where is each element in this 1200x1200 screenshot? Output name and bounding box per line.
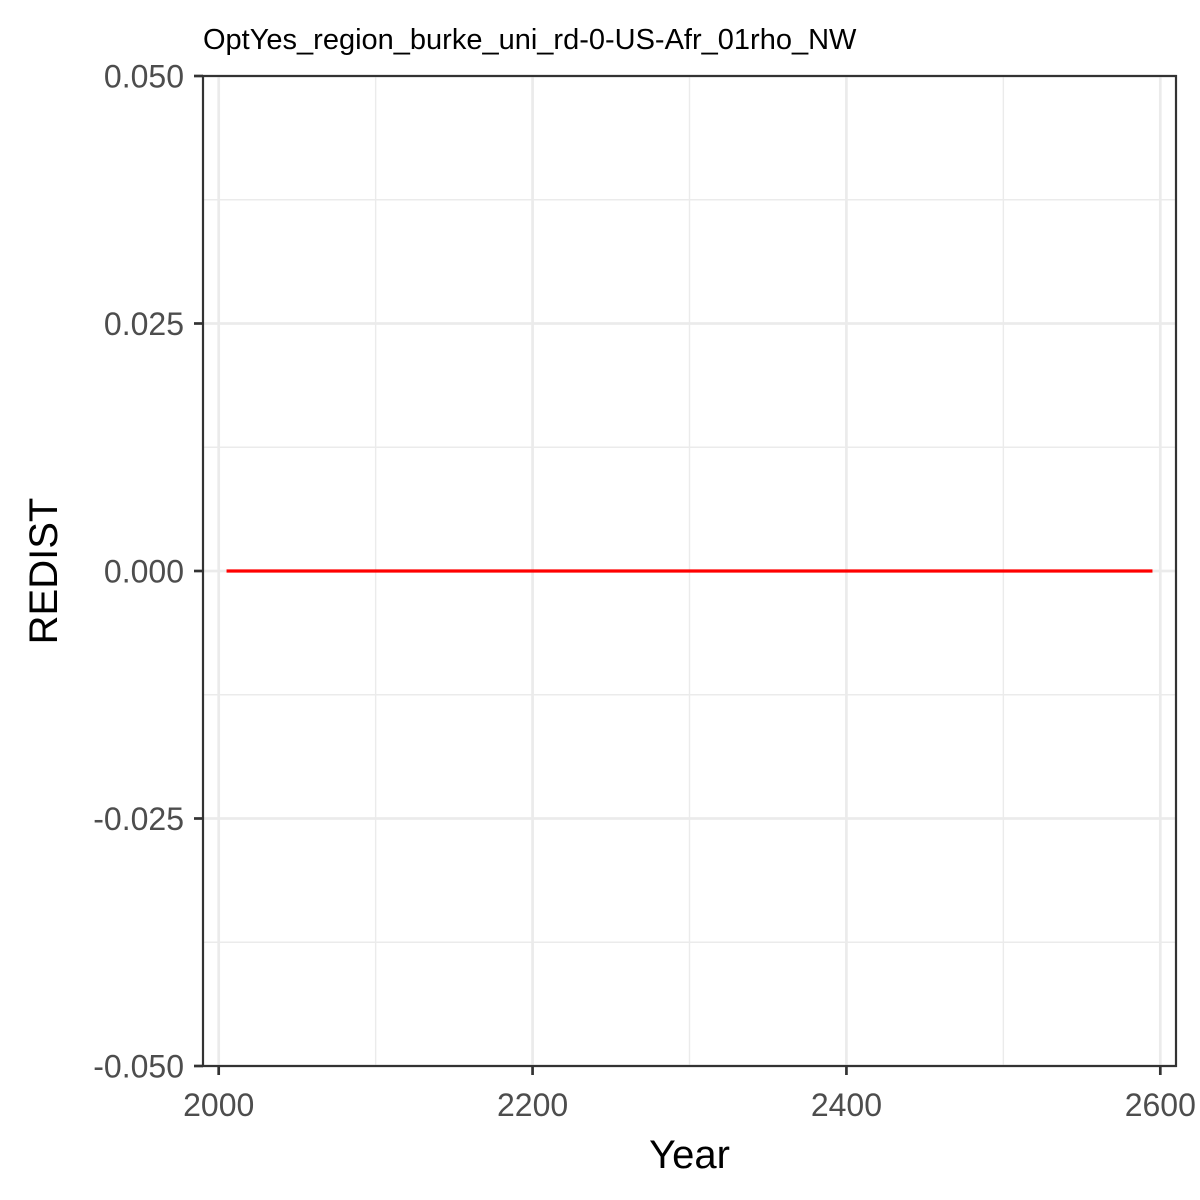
chart-title: OptYes_region_burke_uni_rd-0-US-Afr_01rh… bbox=[203, 24, 857, 56]
axes: 2000 2200 2400 2600 -0.050 -0.025 0.000 0.025 0.… bbox=[93, 59, 1196, 1124]
y-tick-label: -0.025 bbox=[93, 801, 184, 837]
y-axis-title: REDIST bbox=[22, 498, 66, 645]
y-tick-label: 0.050 bbox=[104, 59, 184, 95]
y-tick-label: 0.000 bbox=[104, 554, 184, 590]
y-tick-label: 0.025 bbox=[104, 306, 184, 342]
x-tick-label: 2600 bbox=[1125, 1087, 1196, 1123]
x-axis-title: Year bbox=[649, 1133, 730, 1177]
panel-border bbox=[201, 74, 1178, 1068]
x-tick-label: 2000 bbox=[183, 1087, 254, 1123]
x-tick-label: 2200 bbox=[497, 1087, 568, 1123]
y-tick-label: -0.050 bbox=[93, 1049, 184, 1085]
x-tick-label: 2400 bbox=[811, 1087, 882, 1123]
